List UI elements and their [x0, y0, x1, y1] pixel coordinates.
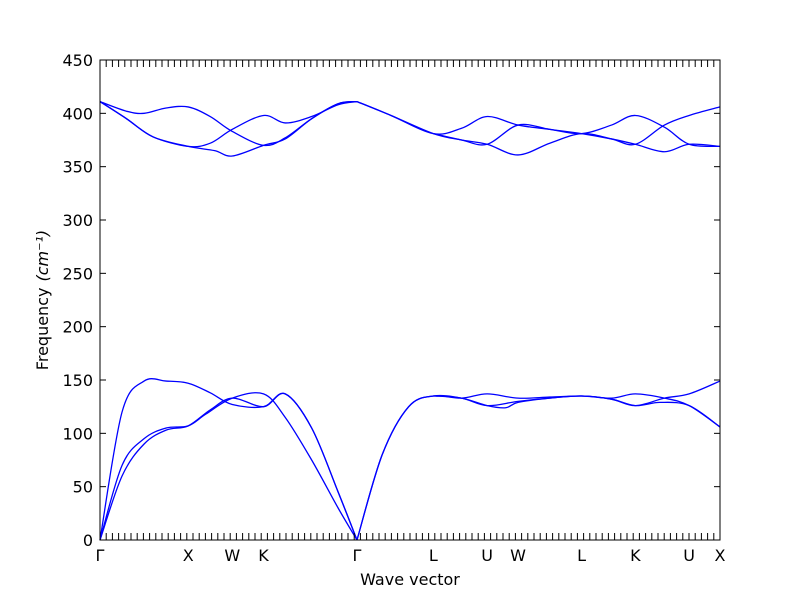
band-8 — [99, 100, 358, 148]
band-3 — [99, 378, 358, 541]
y-tick-label: 50 — [73, 478, 93, 497]
x-tick-label: L — [429, 546, 438, 565]
y-tick-label: 150 — [62, 371, 93, 390]
y-tick-label: 250 — [62, 264, 93, 283]
y-tick-label: 0 — [83, 531, 93, 550]
x-tick-label: X — [715, 546, 726, 565]
y-tick-label: 400 — [62, 104, 93, 123]
x-tick-label: K — [258, 546, 269, 565]
band-5 — [356, 380, 721, 541]
band-4 — [356, 393, 721, 541]
band-9 — [99, 100, 358, 157]
band-lines — [99, 100, 721, 541]
y-tick-label: 450 — [62, 51, 93, 70]
x-tick-label: Γ — [353, 546, 362, 565]
x-tick-label: U — [683, 546, 695, 565]
x-tick-label: L — [577, 546, 586, 565]
x-tick-label: K — [630, 546, 641, 565]
x-tick-label: W — [224, 546, 240, 565]
x-tick-label: Γ — [96, 546, 105, 565]
y-tick-label: 350 — [62, 158, 93, 177]
x-tick-label: X — [183, 546, 194, 565]
x-tick-label: W — [510, 546, 526, 565]
band-12 — [433, 106, 721, 146]
x-tick-label: U — [481, 546, 493, 565]
y-axis-label: Frequency (cm⁻¹) — [33, 230, 52, 370]
band-2 — [99, 392, 358, 541]
y-axis-ticks: 0 50 100 150 200 250 300 350 400 450 — [62, 51, 720, 550]
plot-frame — [99, 59, 721, 541]
y-axis-label-text: Frequency — [33, 288, 52, 371]
y-tick-label: 300 — [62, 211, 93, 230]
band-6 — [433, 395, 721, 428]
x-axis-label: Wave vector — [360, 570, 460, 589]
y-axis-unit: (cm⁻¹) — [33, 230, 52, 282]
band-7 — [99, 100, 358, 147]
band-11 — [356, 100, 721, 156]
band-1 — [99, 392, 358, 541]
y-tick-label: 200 — [62, 318, 93, 337]
y-tick-label: 100 — [62, 424, 93, 443]
